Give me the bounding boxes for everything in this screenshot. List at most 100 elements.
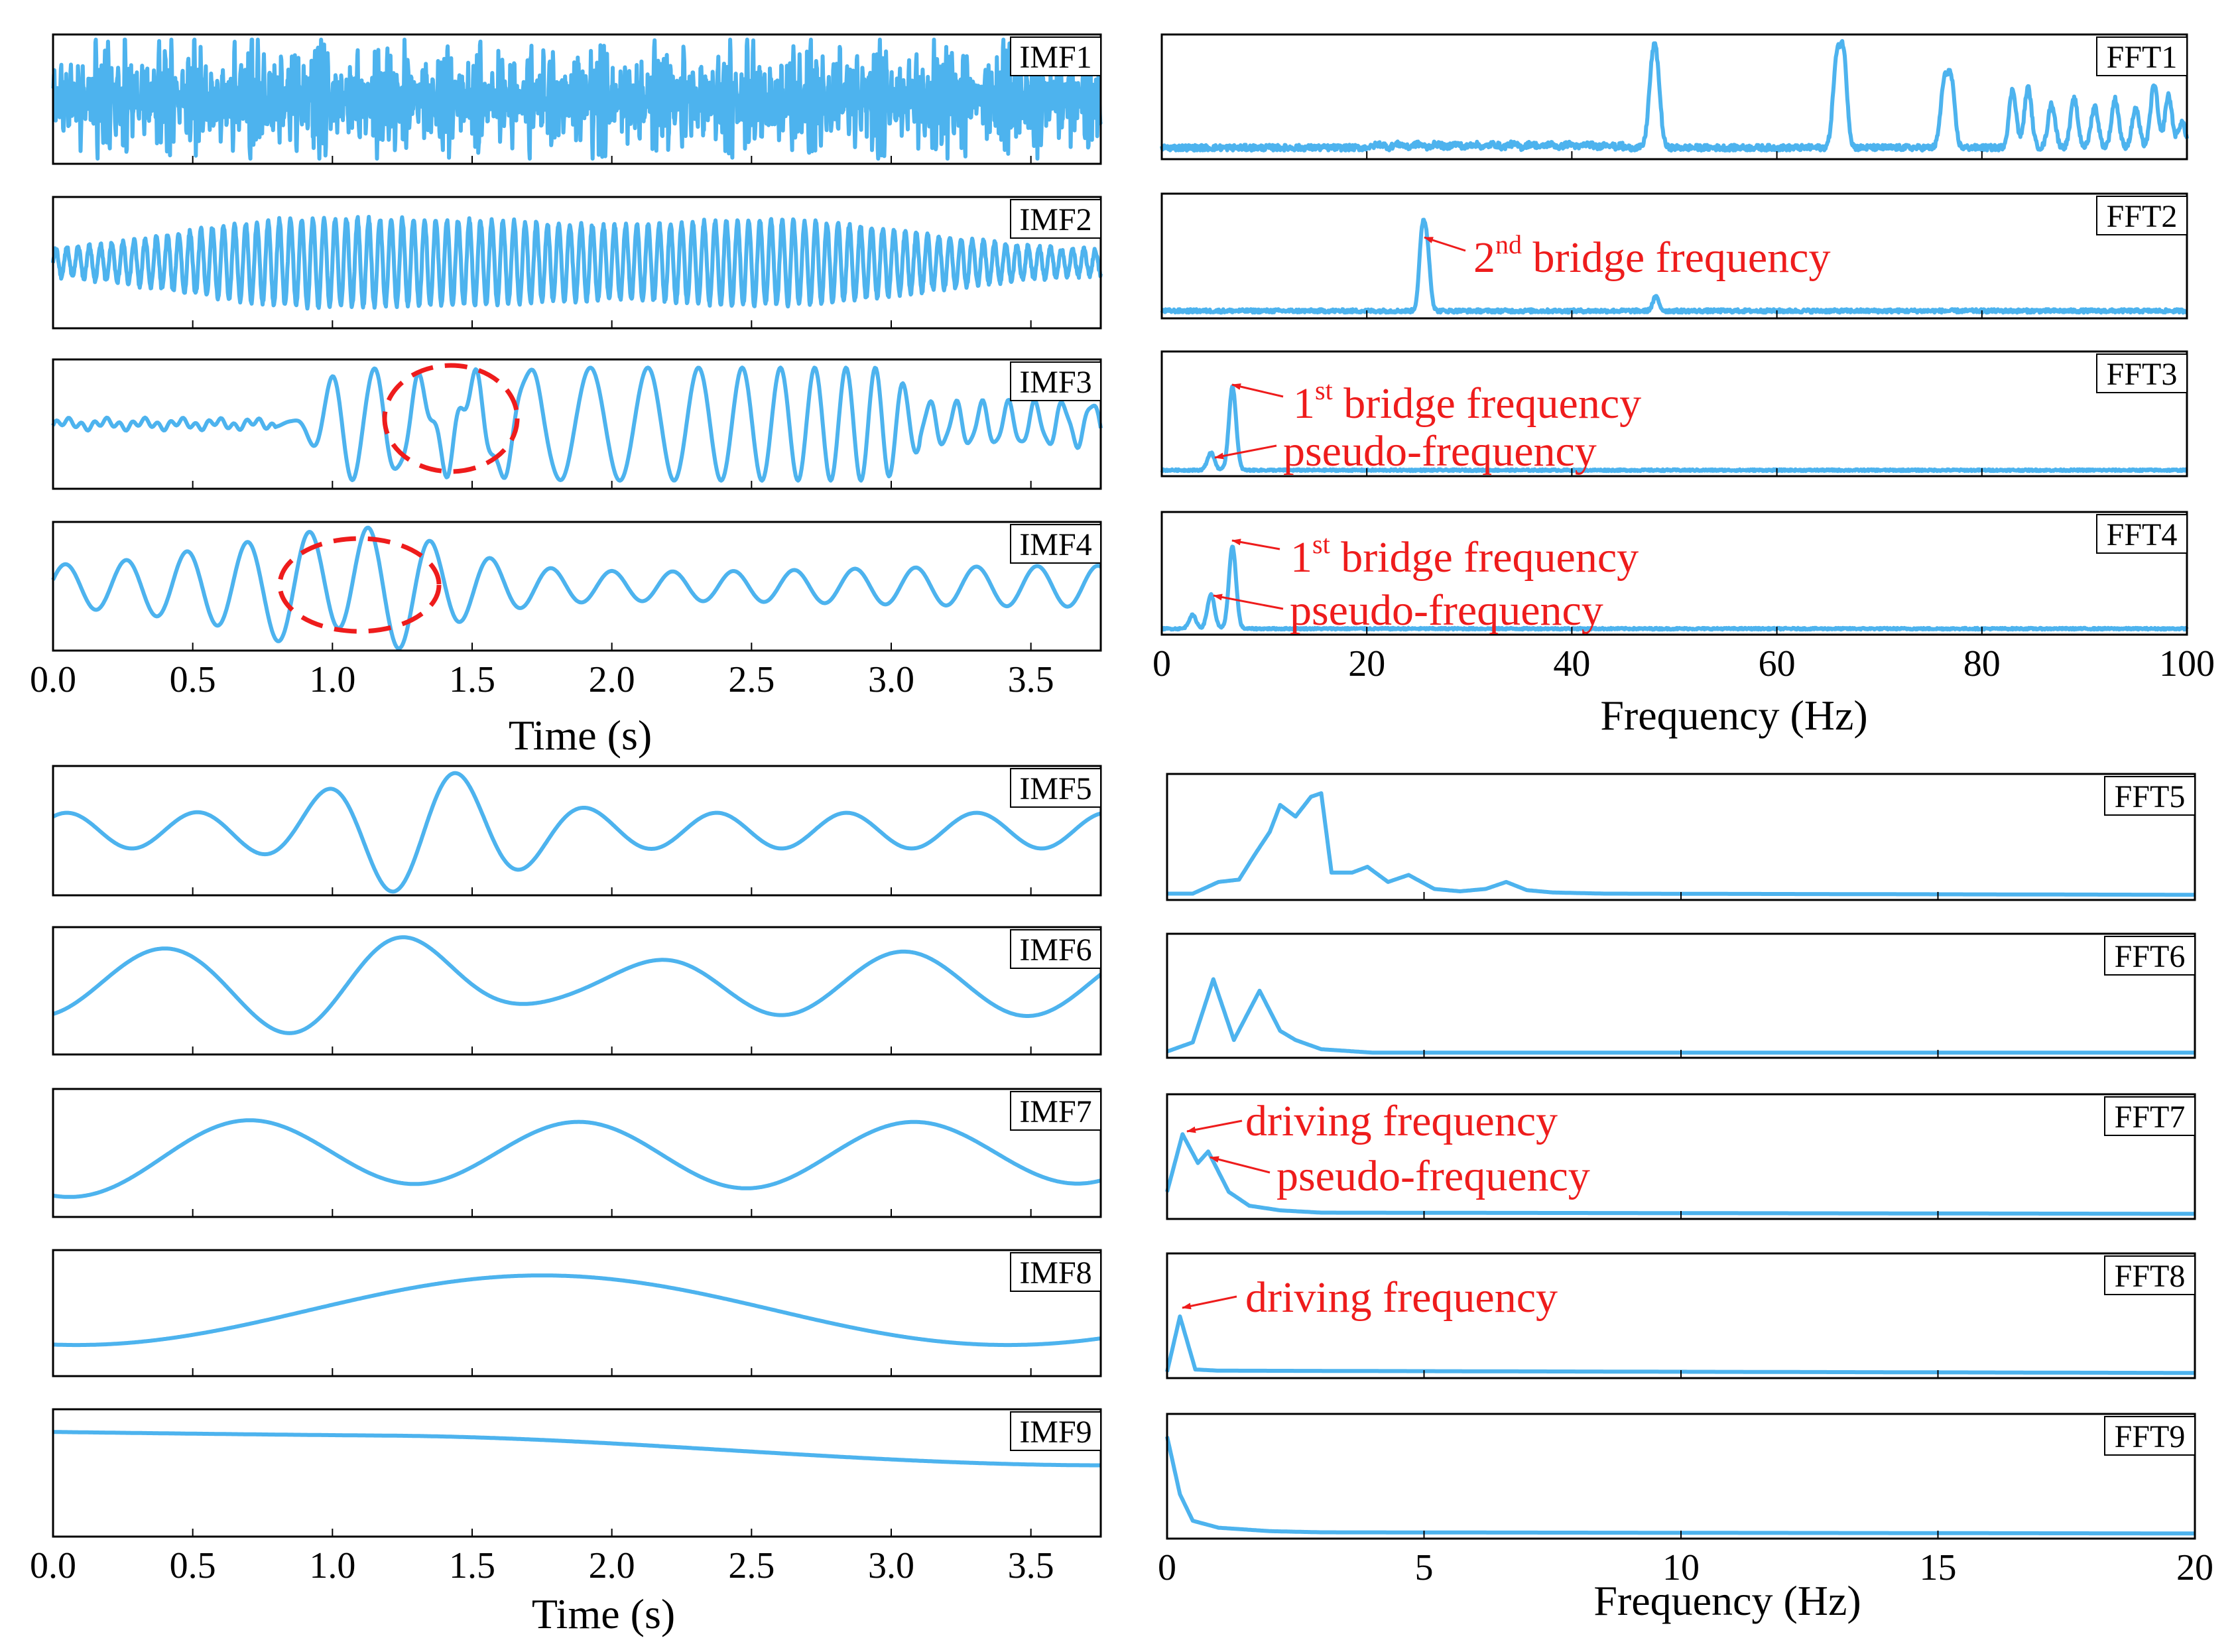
imf4-frame — [52, 521, 1102, 652]
fft6-label: FFT6 — [2115, 939, 2186, 974]
freq-tick-label: 0 — [1158, 1547, 1176, 1588]
imf8-frame — [52, 1249, 1102, 1377]
fft8-label-box — [2104, 1255, 2196, 1295]
imf6-curve — [52, 935, 1102, 1035]
imf4-mode-mixing-ellipse — [277, 536, 442, 634]
fft9-spectrum — [1165, 1436, 2196, 1536]
imf1-curve — [51, 37, 1103, 161]
fft5-label: FFT5 — [2115, 779, 2186, 814]
imf3-label: IMF3 — [1019, 365, 1091, 400]
imf8-label-box — [1010, 1252, 1101, 1292]
time-tick-label: 3.0 — [868, 659, 914, 700]
fft3-label-box — [2096, 353, 2188, 393]
freq-tick-label: 80 — [1963, 643, 2001, 684]
fft4-bridge-arrow — [1231, 539, 1280, 550]
time-tick-label: 0.5 — [170, 1545, 216, 1586]
freq-axis-title-top: Frequency (Hz) — [1600, 692, 1867, 739]
time-tick-label: 3.5 — [1008, 1545, 1054, 1586]
fft3-bridge-label: 1st bridge frequency — [1293, 375, 1641, 428]
fft3-frame — [1160, 350, 2188, 477]
time-tick-label: 3.5 — [1008, 659, 1054, 700]
fft5-spectrum — [1166, 791, 2196, 897]
imf9-frame — [52, 1408, 1102, 1538]
fft2-label: FFT2 — [2107, 199, 2178, 234]
fft7-label: FFT7 — [2115, 1100, 2186, 1135]
freq-tick-label: 60 — [1759, 643, 1796, 684]
imf7-label: IMF7 — [1019, 1094, 1091, 1129]
imf3-frame — [52, 358, 1102, 490]
fft3-spectrum — [1160, 384, 2188, 474]
imf2-curve — [51, 215, 1103, 311]
fft8-driving-arrow — [1182, 1295, 1237, 1310]
fft3-bridge-arrow — [1231, 383, 1284, 398]
freq-tick-label: 10 — [1662, 1547, 1700, 1588]
fft2-bridge-label: 2nd bridge frequency — [1473, 229, 1830, 282]
imf6-frame — [52, 926, 1102, 1056]
fft3-label: FFT3 — [2107, 357, 2178, 392]
time-tick-label: 0.0 — [30, 659, 76, 700]
fft5-label-box — [2104, 776, 2196, 816]
freq-tick-label: 15 — [1920, 1547, 1957, 1588]
imf4-label: IMF4 — [1019, 527, 1091, 562]
fft1-label-box — [2096, 36, 2188, 76]
fft2-frame — [1160, 192, 2188, 320]
freq-tick-label: 40 — [1553, 643, 1590, 684]
imf3-label-box — [1010, 361, 1101, 401]
annotations: 2nd bridge frequency 1st bridge frequenc… — [277, 229, 1830, 1322]
fft4-label: FFT4 — [2107, 517, 2178, 552]
fft6-spectrum — [1166, 977, 2196, 1055]
time-tick-label: 2.0 — [589, 1545, 635, 1586]
fft7-label-box — [2104, 1096, 2196, 1136]
time-tick-label: 1.0 — [309, 1545, 355, 1586]
fft8-spectrum — [1165, 1314, 2196, 1375]
fft7-driving-label: driving frequency — [1245, 1097, 1558, 1145]
signal-curves — [51, 37, 2196, 1536]
fft1-frame — [1160, 33, 2188, 160]
freq-tick-label: 100 — [2159, 643, 2215, 684]
imf7-curve — [52, 1118, 1102, 1199]
imf6-label: IMF6 — [1019, 932, 1091, 968]
imf5-label: IMF5 — [1019, 771, 1091, 806]
imf9-curve — [52, 1430, 1102, 1468]
time-tick-label: 1.0 — [309, 659, 355, 700]
time-tick-label: 2.5 — [728, 659, 775, 700]
imf2-frame — [52, 196, 1102, 330]
fft3-pseudo-arrow — [1214, 444, 1277, 460]
time-axis-title-bottom: Time (s) — [532, 1590, 675, 1637]
fft9-label-box — [2104, 1416, 2196, 1456]
imf9-label-box — [1010, 1411, 1101, 1451]
fft4-bridge-label: 1st bridge frequency — [1290, 529, 1639, 582]
freq-tick-label: 0 — [1152, 643, 1171, 684]
imf2-label-box — [1010, 199, 1101, 239]
fft9-label: FFT9 — [2115, 1419, 2186, 1454]
fft1-label: FFT1 — [2107, 40, 2178, 75]
imf1-frame — [52, 33, 1102, 165]
time-tick-label: 1.5 — [449, 659, 495, 700]
fft7-pseudo-arrow — [1210, 1156, 1271, 1174]
imf1-label: IMF1 — [1019, 40, 1091, 75]
fft9-frame — [1166, 1413, 2196, 1540]
fft7-pseudo-label: pseudo-frequency — [1276, 1152, 1590, 1200]
time-tick-label: 0.0 — [30, 1545, 76, 1586]
fft4-pseudo-label: pseudo-frequency — [1290, 586, 1603, 635]
time-tick-label: 0.5 — [170, 659, 216, 700]
freq-tick-label: 20 — [1348, 643, 1385, 684]
fft8-driving-label: driving frequency — [1245, 1273, 1558, 1322]
fft4-spectrum — [1160, 544, 2189, 632]
time-axis-title-top: Time (s) — [509, 712, 652, 759]
freq-axis-title-bottom: Frequency (Hz) — [1593, 1577, 1861, 1624]
freq-tick-label: 20 — [2176, 1547, 2213, 1588]
fft2-bridge-arrow — [1424, 236, 1466, 252]
imf9-label: IMF9 — [1019, 1415, 1091, 1450]
imf6-label-box — [1010, 929, 1101, 969]
axis-titles: Time (s) Frequency (Hz) Time (s) Frequen… — [509, 692, 1868, 1637]
imf5-label-box — [1010, 768, 1101, 808]
fft3-pseudo-label: pseudo-frequency — [1283, 427, 1597, 476]
fft8-label: FFT8 — [2115, 1259, 2186, 1294]
panel-frames: IMF1 IMF2 IMF3 IMF4 IMF5 IMF6 IMF7 IMF8 IMF9 FFT1… — [52, 33, 2196, 1540]
fft4-frame — [1160, 511, 2188, 636]
imf2-label: IMF2 — [1019, 202, 1091, 237]
fft2-spectrum — [1160, 218, 2188, 315]
imf8-label: IMF8 — [1019, 1255, 1091, 1291]
